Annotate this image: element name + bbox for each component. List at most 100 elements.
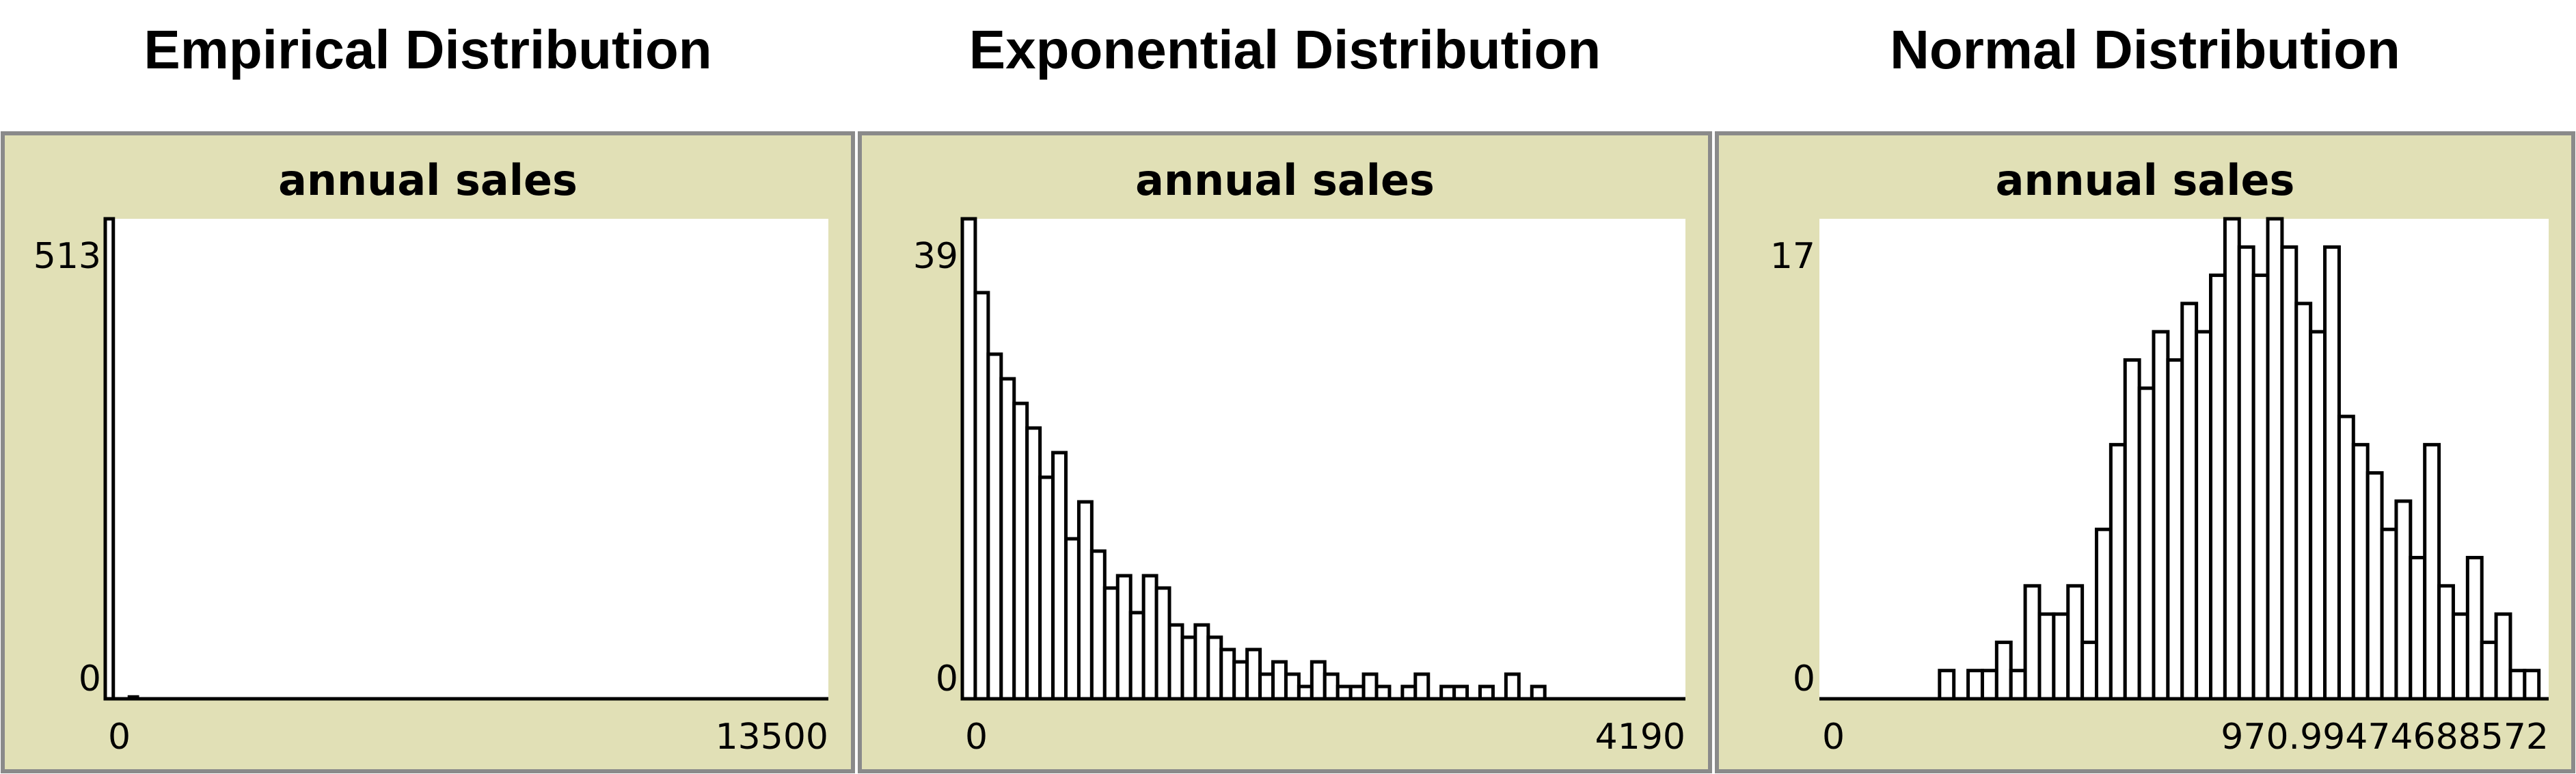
bar	[2480, 640, 2498, 701]
bar	[1167, 623, 1184, 701]
bar	[1141, 574, 1158, 701]
bar	[1076, 500, 1094, 701]
bar	[1400, 684, 1418, 701]
y-tick-label: 39	[913, 236, 958, 277]
bar	[2023, 584, 2042, 701]
bar	[2195, 330, 2213, 701]
bar	[2166, 358, 2184, 701]
x-tick-label: 970.99474688572	[2221, 717, 2549, 758]
bar	[1336, 684, 1353, 701]
chart-title: Exponential Distribution	[969, 19, 1601, 80]
bar	[2080, 640, 2098, 701]
bar	[2323, 245, 2341, 701]
bar	[2037, 612, 2056, 701]
bar	[1154, 586, 1171, 701]
chart-title: Empirical Distribution	[144, 19, 711, 80]
bar	[2152, 330, 2170, 701]
bar	[2465, 556, 2484, 701]
y-tick-label: 0	[79, 658, 101, 699]
x-tick-label: 13500	[716, 717, 828, 758]
bar	[2365, 471, 2384, 701]
bar	[1051, 451, 1068, 701]
bar	[2266, 217, 2284, 701]
y-tick-label: 513	[33, 236, 101, 277]
bar	[1193, 623, 1210, 701]
bar	[2409, 556, 2427, 701]
bar	[1530, 684, 1547, 701]
bar	[2494, 612, 2512, 701]
bar	[2209, 273, 2227, 701]
bar	[1115, 574, 1133, 701]
bar	[2237, 245, 2255, 701]
bar	[2394, 499, 2413, 701]
bar	[1232, 660, 1249, 701]
bar	[1478, 684, 1495, 701]
chart-panel: Empirical Distribution annual sales 0 513 0 1…	[1, 19, 855, 773]
bar	[1310, 660, 1327, 701]
bar	[2094, 527, 2113, 701]
bar	[1180, 635, 1197, 701]
bar	[1297, 684, 1314, 701]
bar	[1980, 669, 1998, 701]
bar	[1361, 672, 1379, 701]
bar	[1938, 669, 1956, 701]
chart-title: Normal Distribution	[1890, 19, 2400, 80]
bar	[1452, 684, 1469, 701]
y-tick-label: 0	[936, 658, 958, 699]
plot-title: annual sales	[278, 155, 578, 205]
bar	[2451, 612, 2469, 701]
x-tick-label: 0	[1822, 717, 1845, 758]
bar	[2280, 245, 2299, 701]
bar	[1245, 648, 1262, 701]
bar	[2251, 273, 2270, 701]
bar	[1994, 640, 2013, 701]
bar	[1064, 537, 1081, 701]
bar	[1504, 672, 1521, 701]
bar	[2508, 669, 2527, 701]
bar	[1258, 672, 1275, 701]
bar	[1038, 475, 1055, 701]
chart-panel: Normal Distribution annual sales 0 17 0 970.9…	[1715, 19, 2575, 773]
bar	[1323, 672, 1340, 701]
bar	[986, 352, 1003, 701]
bar	[2337, 414, 2355, 701]
bar	[2123, 358, 2141, 701]
bar	[1089, 549, 1107, 701]
bar	[2052, 612, 2070, 701]
bar	[1284, 672, 1301, 701]
bar	[2437, 584, 2455, 701]
x-tick-label: 4190	[1595, 717, 1685, 758]
plot-title: annual sales	[1135, 155, 1435, 205]
bar	[1966, 669, 1984, 701]
bar	[2294, 302, 2313, 701]
bar	[2009, 669, 2027, 701]
bar	[1413, 672, 1431, 701]
bar	[103, 217, 116, 701]
bar	[2380, 527, 2398, 701]
bar	[1219, 648, 1236, 701]
bar	[2137, 386, 2156, 701]
bar	[1012, 401, 1029, 701]
bar	[1374, 684, 1392, 701]
bar	[2223, 217, 2241, 701]
bar	[1025, 426, 1042, 701]
plot-title: annual sales	[1996, 155, 2295, 205]
bar	[973, 291, 990, 701]
bar	[999, 377, 1016, 701]
y-tick-label: 17	[1770, 236, 1815, 277]
bar	[2180, 302, 2199, 701]
bar	[1128, 611, 1145, 701]
bar	[1348, 684, 1366, 701]
bar	[1271, 660, 1288, 701]
bar	[2309, 330, 2327, 701]
bar	[1102, 586, 1120, 701]
chart-panel: Exponential Distribution annual sales 0 39 0…	[858, 19, 1712, 773]
bar	[960, 217, 977, 701]
bar	[2066, 584, 2085, 701]
bar	[2523, 669, 2541, 701]
bar	[1439, 684, 1456, 701]
bar	[2351, 442, 2370, 701]
bar	[2109, 442, 2127, 701]
x-tick-label: 0	[108, 717, 131, 758]
